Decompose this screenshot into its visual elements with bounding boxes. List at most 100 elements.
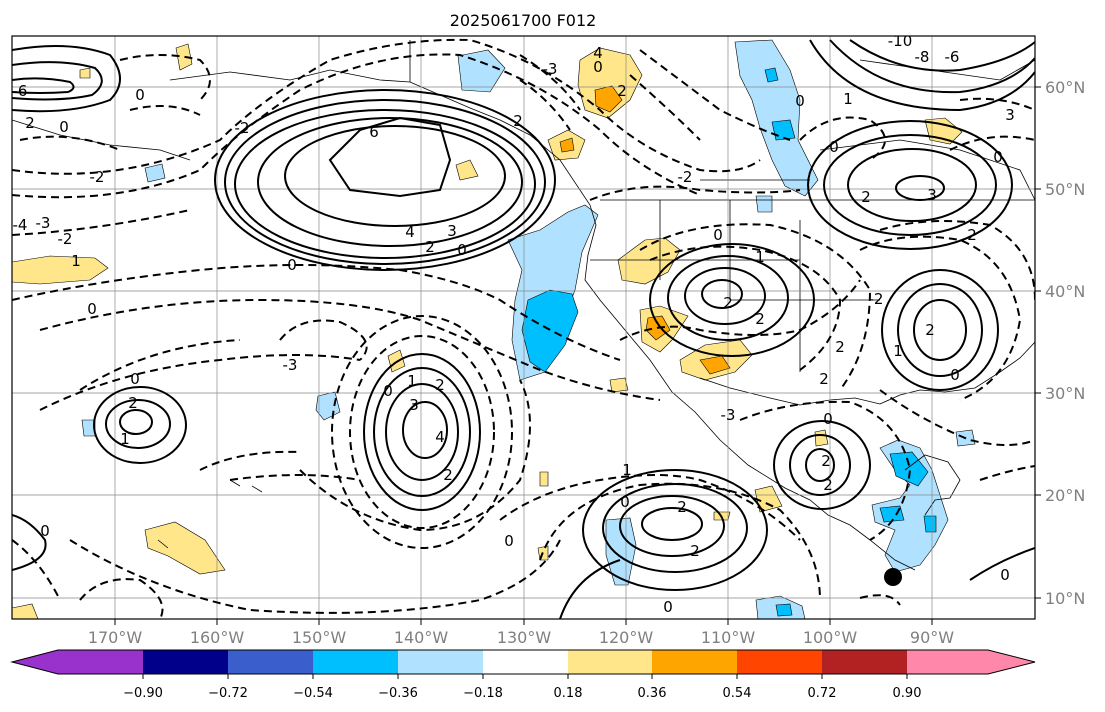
contour-label: -2	[235, 119, 250, 137]
contour-label: 0	[593, 58, 603, 76]
contour-label: 0	[87, 300, 97, 318]
colorbar-tick-label: 0.90	[893, 686, 922, 701]
colorbar-outline	[10, 649, 1036, 675]
contour-label: 0	[950, 366, 960, 384]
lon-label: 110°W	[701, 628, 756, 647]
colorbar-tick-label: 0.18	[554, 686, 583, 701]
contour-label: -3	[36, 214, 51, 232]
contour-label: -2	[58, 230, 73, 248]
lon-label: 140°W	[394, 628, 449, 647]
contour-label: 2	[823, 476, 833, 494]
contour-label: 2	[617, 82, 627, 100]
figure-title: 2025061700 F012	[450, 11, 597, 30]
contour-label: 4	[593, 44, 603, 62]
contour-label: -2	[90, 168, 105, 186]
contour-label: 0	[823, 410, 833, 428]
contour-label: 2	[25, 114, 35, 132]
contour-label: 4	[435, 428, 445, 446]
gridlines	[12, 36, 1035, 619]
contour-label: 1	[71, 252, 81, 270]
contour-label: -2	[678, 168, 693, 186]
contour-label: 0	[829, 138, 839, 156]
contour-label: -6	[945, 48, 960, 66]
colorbar-segment	[907, 650, 989, 674]
lon-label: 170°W	[88, 628, 143, 647]
lon-label: 160°W	[190, 628, 245, 647]
contour-labels: 6 4 3 2 0 0 1 -2 -2 -2 -3 -4 -6 2 0 0 0 …	[13, 32, 1015, 616]
contour-label: 4	[405, 223, 415, 241]
axis-ticks	[114, 86, 1041, 625]
lat-label: 60°N	[1045, 78, 1085, 97]
latitude-labels: 60°N 50°N 40°N 30°N 20°N 10°N	[1045, 78, 1085, 608]
negative-contours	[12, 38, 1035, 619]
contour-label: 3	[1005, 106, 1015, 124]
contour-label: 2	[835, 338, 845, 356]
positive-contours	[12, 39, 1035, 619]
contour-label: -3	[283, 356, 298, 374]
colorbar-extend-high	[988, 650, 1035, 674]
colorbar-segment	[568, 650, 654, 674]
colorbar-tick-label: 0.54	[723, 686, 752, 701]
map-panel: 6 4 3 2 0 0 1 -2 -2 -2 -3 -4 -6 2 0 0 0 …	[11, 32, 1036, 620]
contour-label: 2	[925, 321, 935, 339]
contour-label: -10	[888, 32, 913, 50]
lat-label: 20°N	[1045, 486, 1085, 505]
contour-label: 2	[677, 498, 687, 516]
contour-label: -2	[869, 290, 884, 308]
contour-label: 2	[755, 310, 765, 328]
lat-label: 50°N	[1045, 180, 1085, 199]
colorbar-segment	[737, 650, 823, 674]
lon-label: 120°W	[599, 628, 654, 647]
contour-label: 0	[1000, 566, 1010, 584]
colorbar-segment	[313, 650, 399, 674]
lon-label: 130°W	[497, 628, 552, 647]
colorbar-segment	[143, 650, 229, 674]
contour-label: 1	[893, 342, 903, 360]
contour-label: 1	[622, 461, 632, 479]
positive-shading	[12, 43, 963, 619]
lon-label: 150°W	[292, 628, 347, 647]
contour-label: -4	[13, 216, 28, 234]
colorbar-segment	[398, 650, 484, 674]
contour-label: 2	[861, 188, 871, 206]
contour-label: 0	[59, 118, 69, 136]
contour-label: 2	[425, 238, 435, 256]
contour-label: 2	[821, 452, 831, 470]
contour-label: 0	[287, 256, 297, 274]
colorbar-tick-label: 0.36	[638, 686, 667, 701]
lon-label: 90°W	[910, 628, 954, 647]
contour-label: 0	[130, 370, 140, 388]
colorbar: −0.90 −0.72 −0.54 −0.36 −0.18 0.18 0.36 …	[10, 649, 1036, 701]
lat-label: 10°N	[1045, 589, 1085, 608]
colorbar-segment	[652, 650, 738, 674]
contour-label: 6	[369, 123, 379, 141]
contour-label: 0	[383, 382, 393, 400]
contour-label: -8	[915, 48, 930, 66]
contour-label: 0	[620, 493, 630, 511]
colorbar-segment	[822, 650, 908, 674]
contour-label: 2	[819, 370, 829, 388]
contour-label: 0	[504, 532, 514, 550]
coastlines	[12, 40, 1035, 571]
contour-label: -3	[721, 406, 736, 424]
colorbar-tick-label: −0.36	[378, 686, 418, 701]
contour-label: 2	[513, 112, 523, 130]
contour-label: 3	[447, 222, 457, 240]
contour-label: 1	[843, 90, 853, 108]
contour-label: 0	[713, 226, 723, 244]
colorbar-tick-label: −0.54	[293, 686, 333, 701]
contour-label: 2	[128, 394, 138, 412]
contour-label: 1	[120, 430, 130, 448]
contour-label: 2	[443, 466, 453, 484]
contour-label: -6	[13, 82, 28, 100]
contour-label: 2	[690, 542, 700, 560]
contour-label: 0	[795, 92, 805, 110]
contour-label: 3	[927, 186, 937, 204]
contour-label: -3	[543, 60, 558, 78]
colorbar-extend-low	[12, 650, 59, 674]
colorbar-segment	[228, 650, 314, 674]
colorbar-segment	[58, 650, 144, 674]
lat-label: 30°N	[1045, 384, 1085, 403]
colorbar-tick-label: −0.90	[123, 686, 163, 701]
